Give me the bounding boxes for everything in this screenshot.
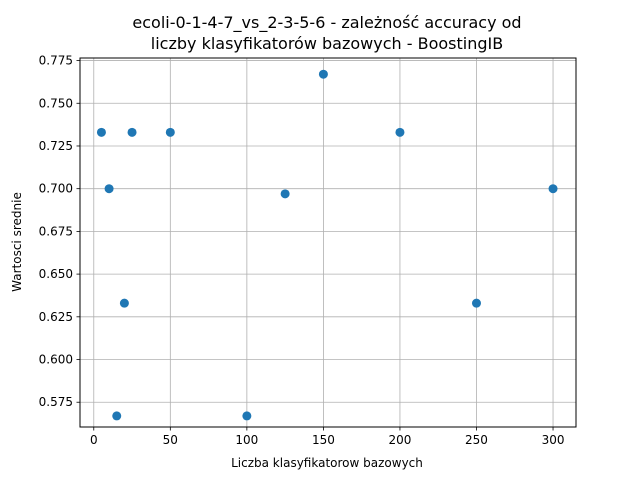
grid-layer (80, 58, 576, 427)
data-point (127, 127, 137, 137)
y-tick-label: 0.600 (39, 353, 73, 367)
data-point (548, 184, 558, 194)
x-tick-label: 0 (90, 433, 98, 447)
x-tick-label: 150 (312, 433, 335, 447)
data-point (165, 127, 175, 137)
y-tick-label: 0.650 (39, 267, 73, 281)
data-point (119, 298, 129, 308)
data-point (280, 189, 290, 199)
data-point (96, 127, 106, 137)
data-point (112, 411, 122, 421)
data-point (242, 411, 252, 421)
x-axis-label: Liczba klasyfikatorow bazowych (231, 456, 423, 470)
chart-title-line-1: ecoli-0-1-4-7_vs_2-3-5-6 - zależność acc… (132, 13, 521, 33)
y-tick-label: 0.625 (39, 310, 73, 324)
y-tick-label: 0.725 (39, 139, 73, 153)
data-point (104, 184, 114, 194)
x-tick-label: 50 (163, 433, 178, 447)
x-tick-label: 100 (235, 433, 258, 447)
x-tick-label: 250 (465, 433, 488, 447)
y-tick-label: 0.750 (39, 96, 73, 110)
chart-title-line-2: liczby klasyfikatorów bazowych - Boostin… (151, 34, 503, 53)
plot-frame (79, 57, 577, 428)
x-tick-label: 200 (388, 433, 411, 447)
y-tick-label: 0.700 (39, 182, 73, 196)
y-tick-label: 0.575 (39, 395, 73, 409)
x-tick-label: 300 (542, 433, 565, 447)
y-tick-label: 0.675 (39, 224, 73, 238)
y-tick-label: 0.775 (39, 54, 73, 68)
y-axis-label: Wartosci srednie (10, 192, 24, 292)
ticks-layer: 0 50 100 150 200 250 300 0.575 0.600 0.625 0.650 0.… (39, 54, 565, 447)
data-point (318, 69, 328, 79)
data-point (471, 298, 481, 308)
points-layer (96, 69, 558, 421)
data-point (395, 127, 405, 137)
